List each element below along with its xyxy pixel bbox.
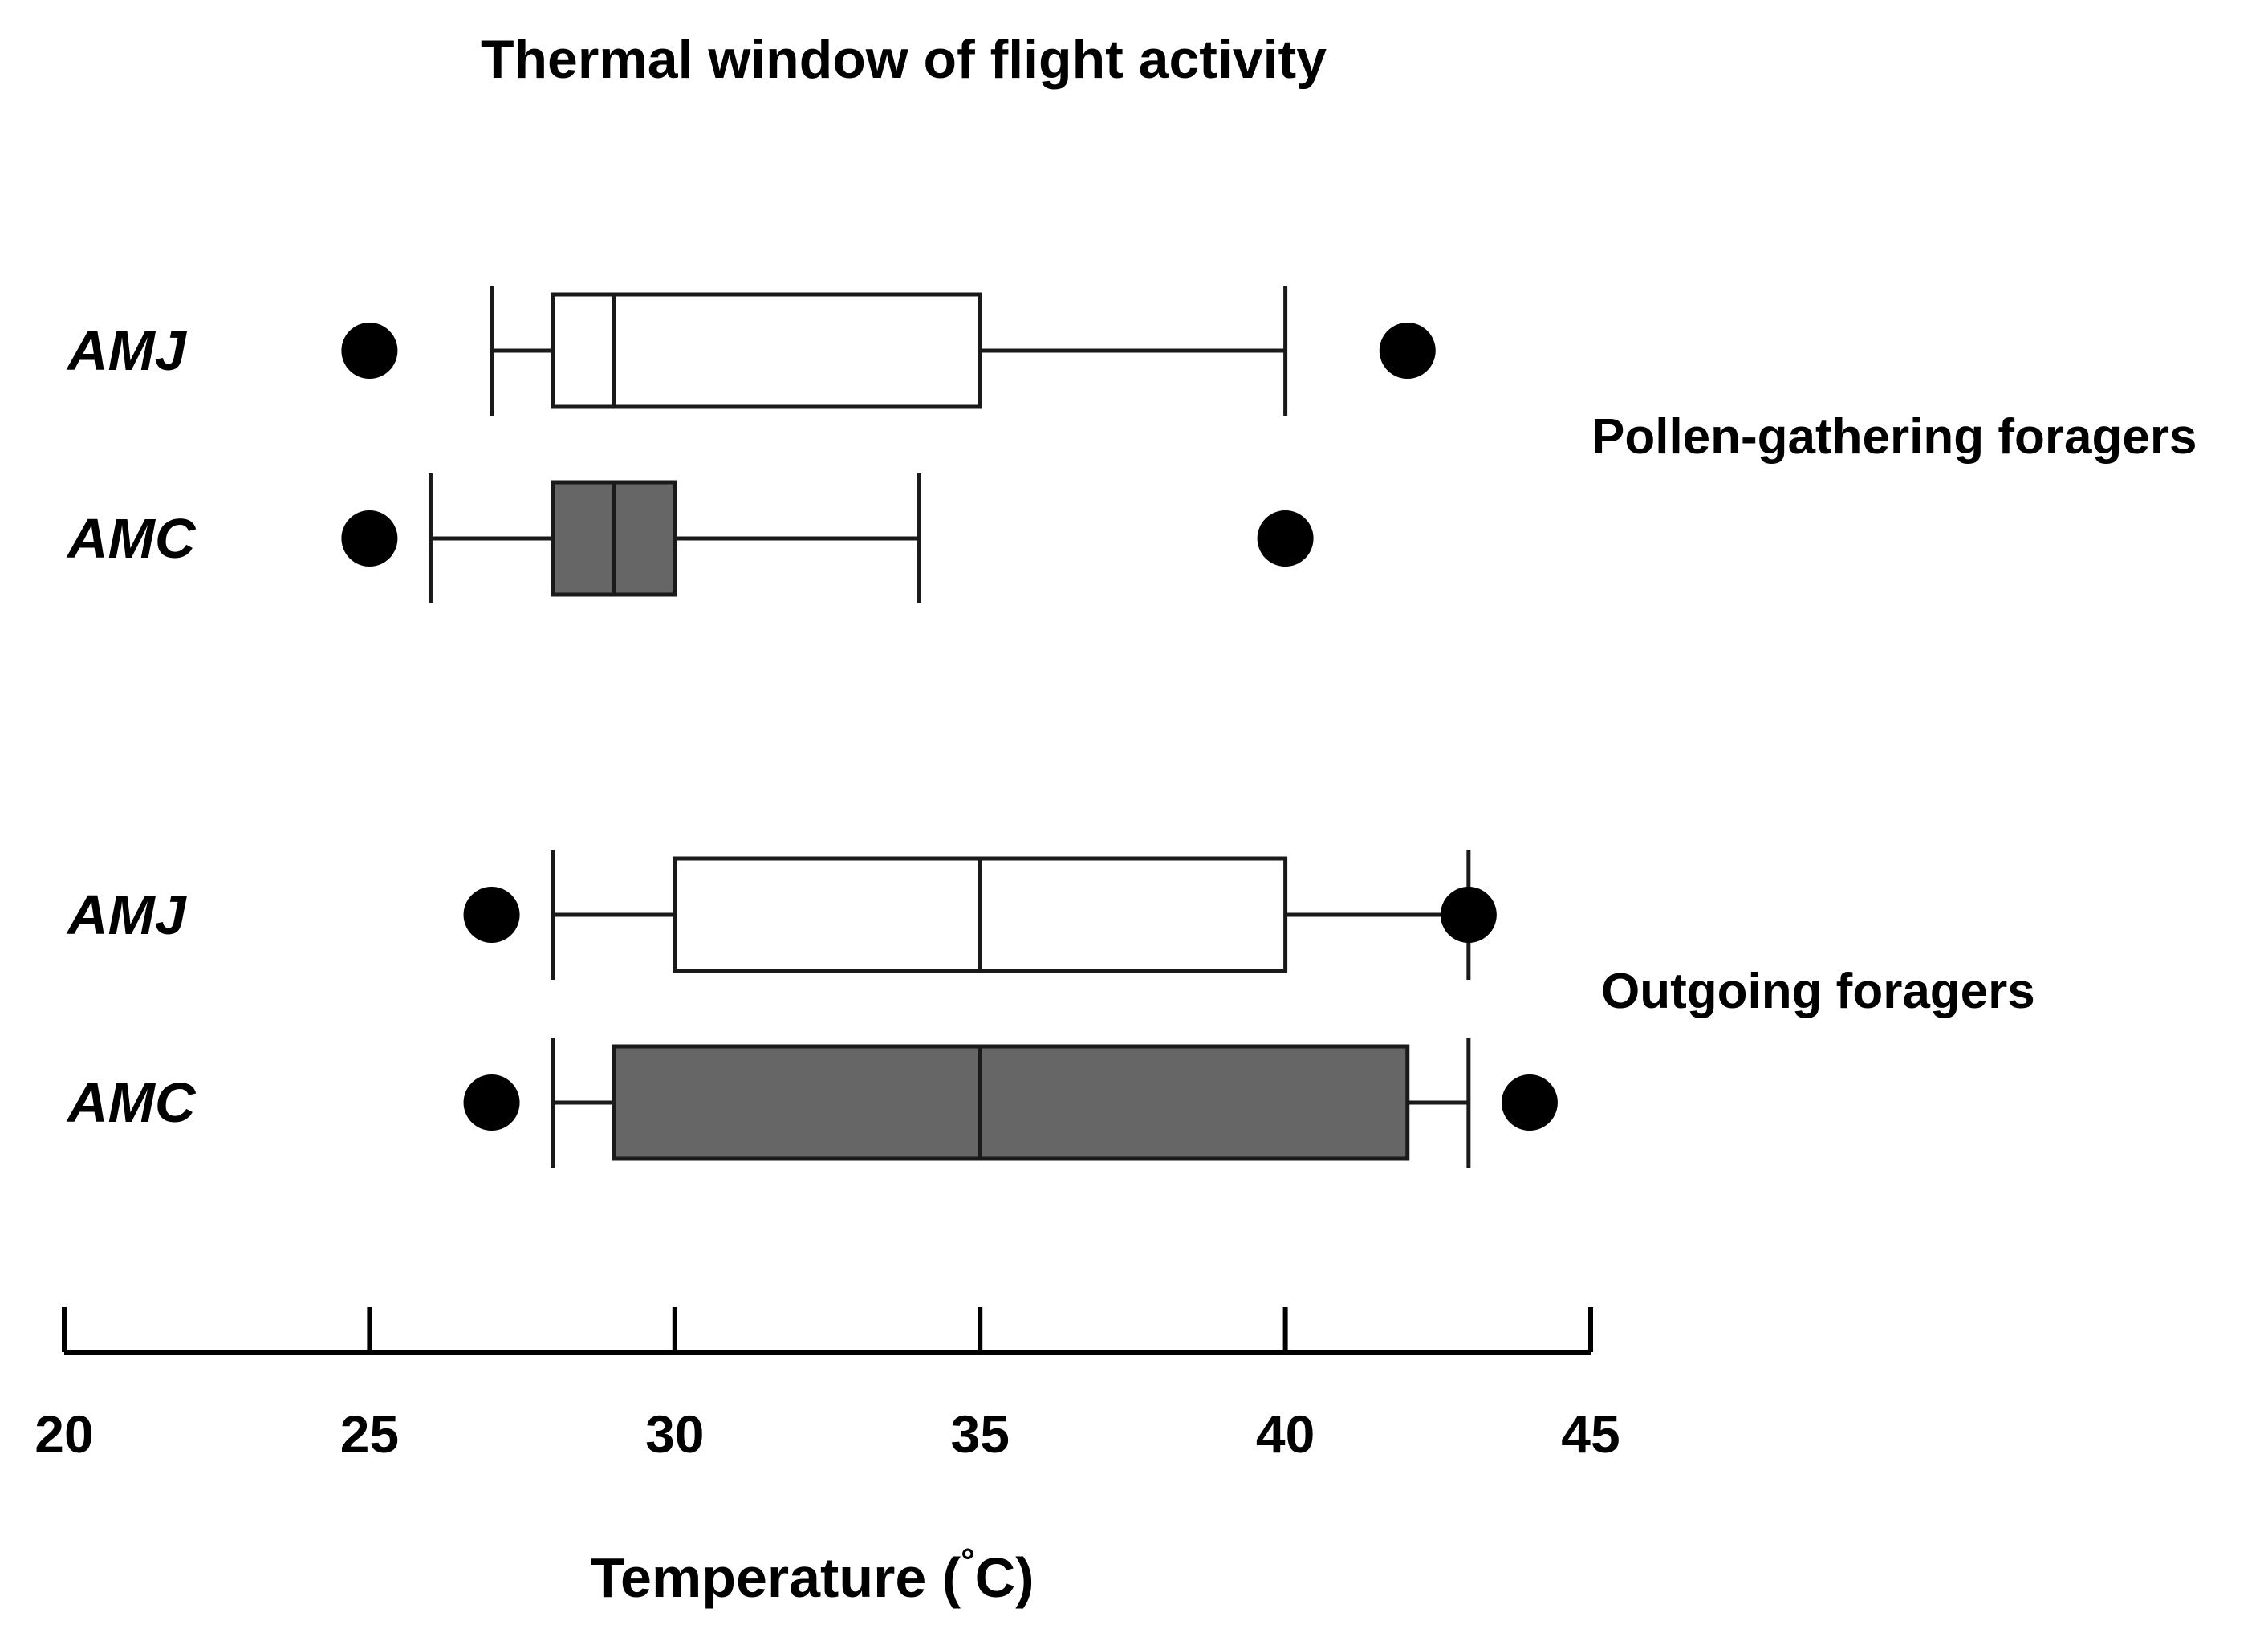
box-amj-outgoing — [463, 850, 1497, 980]
category-label: AMC — [66, 1071, 197, 1134]
x-axis-title-main: Temperature ( — [590, 1546, 961, 1609]
outlier-point — [463, 1074, 520, 1131]
box-amc-outgoing — [463, 1038, 1558, 1168]
labels-layer: Pollen-gathering foragers AMJ AMC Outgoing … — [66, 319, 2197, 1134]
category-label: AMJ — [66, 883, 188, 946]
group-label: Outgoing foragers — [1601, 964, 2035, 1019]
x-axis-title-unit: C) — [975, 1546, 1034, 1609]
outlier-point — [1501, 1074, 1558, 1131]
iqr-box — [551, 292, 982, 409]
x-axis: 20 25 30 35 40 45 — [35, 1307, 1620, 1464]
x-axis-title: Temperature (°C) — [590, 1542, 1034, 1609]
boxes-layer — [341, 286, 1558, 1168]
x-tick-label: 45 — [1561, 1404, 1620, 1464]
category-label: AMJ — [66, 319, 188, 382]
x-tick-label: 25 — [340, 1404, 399, 1464]
outlier-point — [341, 510, 398, 567]
outlier-point — [1379, 323, 1436, 379]
outlier-point — [341, 323, 398, 379]
group-label: Pollen-gathering foragers — [1591, 409, 2197, 465]
outlier-point — [463, 887, 520, 943]
x-tick-label: 20 — [35, 1404, 93, 1464]
x-tick-label: 40 — [1256, 1404, 1315, 1464]
box-amc-pollen — [341, 473, 1314, 603]
x-tick-label: 30 — [645, 1404, 704, 1464]
iqr-box — [612, 1044, 1410, 1161]
category-label: AMC — [66, 507, 197, 570]
x-axis-title-degree: ° — [961, 1542, 975, 1581]
chart-title: Thermal window of flight activity — [481, 29, 1327, 90]
box-amj-pollen — [341, 286, 1436, 416]
outlier-point — [1257, 510, 1314, 567]
x-tick-label: 35 — [950, 1404, 1009, 1464]
outlier-point — [1440, 887, 1497, 943]
